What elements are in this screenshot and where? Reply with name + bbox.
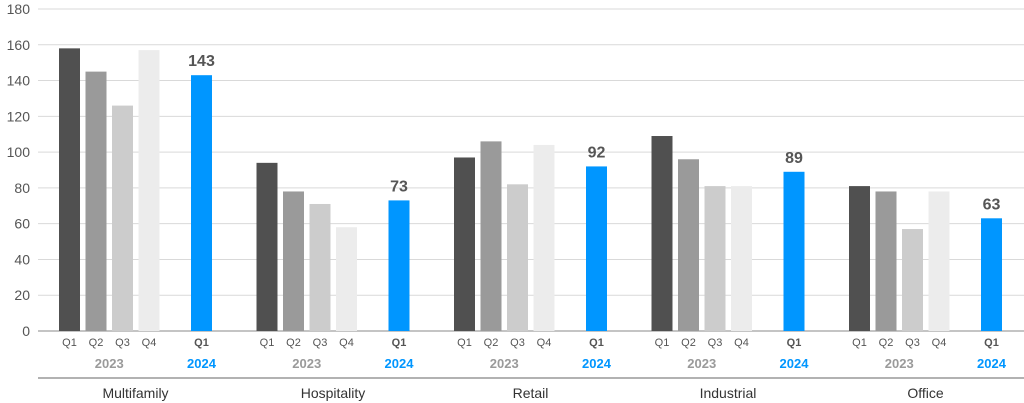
bar-retail-q4-2023 — [533, 144, 555, 331]
quarter-label: Q4 — [932, 337, 947, 349]
quarter-label: Q3 — [510, 337, 525, 349]
quarter-label: Q4 — [537, 337, 552, 349]
bar-multifamily-q2-2023 — [85, 71, 107, 331]
bar-multifamily-q1-2023 — [59, 48, 80, 331]
bar-multifamily-q4-2023 — [138, 50, 160, 332]
quarter-label: Q2 — [879, 337, 894, 349]
quarter-label: Q2 — [89, 337, 104, 349]
bar-multifamily-q1-2024 — [191, 75, 212, 331]
y-tick-label: 20 — [14, 287, 30, 303]
y-tick-label: 60 — [14, 216, 30, 232]
y-tick-label: 80 — [14, 180, 30, 196]
bar-retail-q2-2023 — [480, 141, 502, 331]
data-labels: 143 73 92 89 63 — [188, 53, 1000, 213]
quarter-label: Q4 — [339, 337, 354, 349]
data-label: 143 — [188, 53, 215, 70]
y-tick-label: 120 — [7, 108, 31, 124]
year-label-prior: 2023 — [687, 356, 716, 371]
year-label-current: 2024 — [385, 356, 415, 371]
year-label-prior: 2023 — [292, 356, 321, 371]
year-label-current: 2024 — [187, 356, 217, 371]
quarter-label: Q2 — [681, 337, 696, 349]
y-tick-label: 100 — [7, 144, 31, 160]
bar-hospitality-q4-2023 — [336, 227, 357, 331]
data-label: 63 — [983, 196, 1001, 213]
quarter-label: Q1 — [457, 337, 472, 349]
bar-retail-q1-2024 — [586, 166, 607, 331]
year-label-prior: 2023 — [95, 356, 124, 371]
bars — [59, 48, 1002, 332]
quarter-label: Q4 — [142, 337, 157, 349]
quarter-label: Q3 — [313, 337, 328, 349]
quarter-label: Q1 — [392, 337, 407, 349]
bar-industrial-q4-2023 — [731, 186, 752, 331]
bar-industrial-q1-2023 — [651, 136, 673, 331]
quarter-label: Q1 — [260, 337, 275, 349]
y-tick-label: 160 — [7, 37, 31, 53]
bar-multifamily-q3-2023 — [112, 105, 133, 331]
category-label: Office — [907, 385, 944, 401]
bar-office-q3-2023 — [902, 229, 923, 331]
bar-office-q1-2023 — [849, 186, 870, 331]
quarter-label: Q1 — [852, 337, 867, 349]
year-label-current: 2024 — [977, 356, 1007, 371]
bar-industrial-q2-2023 — [678, 159, 699, 331]
data-label: 89 — [785, 150, 803, 167]
y-tick-label: 40 — [14, 251, 30, 267]
y-tick-label: 140 — [7, 73, 31, 89]
y-tick-label: 180 — [7, 1, 31, 17]
quarter-label: Q1 — [787, 337, 802, 349]
data-label: 73 — [390, 178, 408, 195]
category-label: Hospitality — [301, 385, 366, 401]
bar-office-q4-2023 — [928, 191, 950, 331]
quarter-label: Q1 — [194, 337, 209, 349]
bar-hospitality-q1-2023 — [256, 162, 278, 331]
bar-office-q1-2024 — [981, 218, 1002, 331]
year-label-current: 2024 — [780, 356, 810, 371]
bar-hospitality-q3-2023 — [309, 203, 331, 331]
bar-retail-q1-2023 — [454, 157, 475, 331]
category-label: Multifamily — [102, 385, 168, 401]
quarter-label: Q4 — [734, 337, 749, 349]
bar-industrial-q3-2023 — [704, 186, 726, 331]
year-label-prior: 2023 — [885, 356, 914, 371]
quarter-label: Q3 — [115, 337, 130, 349]
category-label: Industrial — [700, 385, 757, 401]
bar-office-q2-2023 — [875, 191, 897, 331]
year-label-prior: 2023 — [490, 356, 519, 371]
category-label: Retail — [513, 385, 549, 401]
bar-hospitality-q1-2024 — [388, 200, 410, 331]
bar-retail-q3-2023 — [507, 184, 528, 331]
x-axis: Q1 Q2 Q3 Q4 Q1 2023 2024 Multifamily Q1 Q2 Q3 Q4 Q1 2… — [38, 337, 1024, 401]
quarter-label: Q3 — [708, 337, 723, 349]
quarter-label: Q2 — [286, 337, 301, 349]
year-label-current: 2024 — [582, 356, 612, 371]
quarter-label: Q1 — [984, 337, 999, 349]
quarter-label: Q2 — [484, 337, 499, 349]
quarter-label: Q3 — [905, 337, 920, 349]
y-tick-label: 0 — [22, 323, 30, 339]
quarter-label: Q1 — [589, 337, 604, 349]
y-axis: 0 20 40 60 80 100 120 140 160 180 — [7, 1, 31, 339]
bar-hospitality-q2-2023 — [283, 191, 304, 331]
bar-industrial-q1-2024 — [783, 171, 805, 331]
data-label: 92 — [588, 144, 606, 161]
quarter-label: Q1 — [62, 337, 77, 349]
quarter-label: Q1 — [655, 337, 670, 349]
